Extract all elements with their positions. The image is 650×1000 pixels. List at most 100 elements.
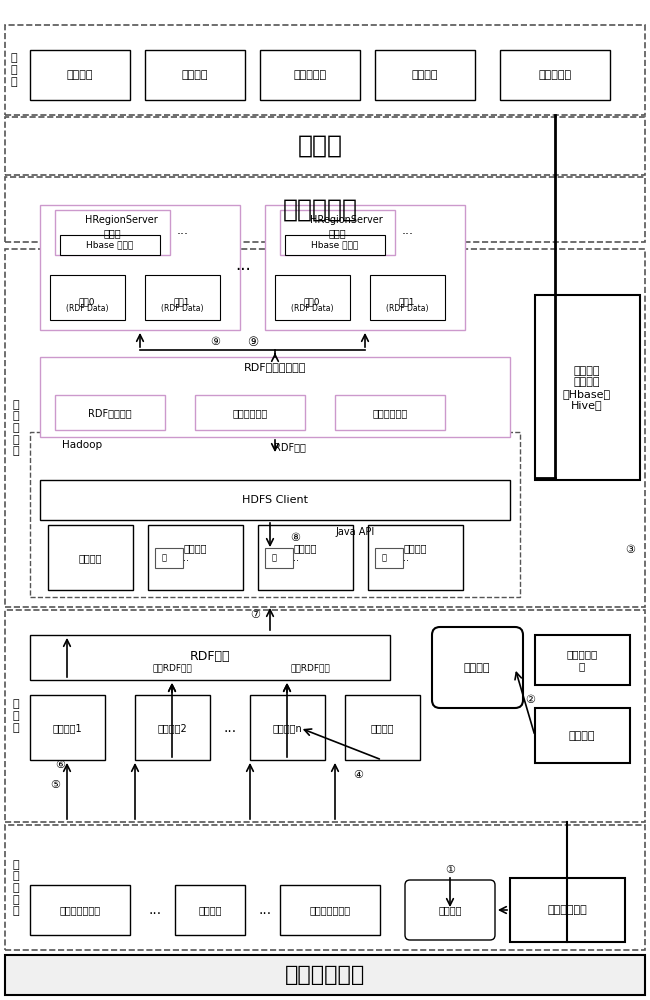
Bar: [40, 205, 240, 330]
Text: 动静态数据关系: 动静态数据关系: [59, 905, 101, 915]
Text: 输出RDF数据: 输出RDF数据: [152, 664, 192, 672]
Text: (RDF Data): (RDF Data): [385, 304, 428, 312]
Bar: [50, 275, 125, 320]
Bar: [145, 275, 220, 320]
Text: RDF数据: RDF数据: [190, 650, 230, 664]
Text: ⑤: ⑤: [50, 780, 60, 790]
Text: ⑨: ⑨: [248, 336, 259, 349]
Text: 数据节点: 数据节点: [293, 543, 317, 553]
Text: ...: ...: [148, 903, 162, 917]
Bar: [48, 525, 133, 590]
Text: RDF数据映射模块: RDF数据映射模块: [244, 362, 306, 372]
Bar: [510, 878, 625, 942]
Bar: [5, 955, 645, 995]
Bar: [55, 395, 165, 430]
Bar: [30, 432, 520, 597]
Text: 映射引擎n: 映射引擎n: [272, 723, 302, 733]
Bar: [60, 235, 160, 255]
Bar: [345, 695, 420, 760]
Text: 区域0: 区域0: [304, 298, 320, 306]
Text: 语义层: 语义层: [298, 134, 343, 158]
Bar: [250, 695, 325, 760]
Bar: [335, 395, 445, 430]
Text: 静态数据: 静态数据: [198, 905, 222, 915]
Text: 领域模型: 领域模型: [569, 731, 595, 741]
Text: 区域1: 区域1: [398, 298, 415, 306]
Bar: [30, 635, 390, 680]
Text: 脆弱点识别: 脆弱点识别: [293, 70, 326, 80]
Text: 数据存储模式: 数据存储模式: [372, 408, 408, 418]
Text: 块: 块: [272, 554, 276, 562]
Bar: [155, 548, 183, 568]
Text: ⑨: ⑨: [210, 337, 220, 347]
Bar: [285, 235, 385, 255]
Text: 映射文件: 映射文件: [370, 723, 394, 733]
Bar: [258, 525, 353, 590]
Bar: [280, 885, 380, 935]
Text: HRegionServer: HRegionServer: [310, 215, 383, 225]
Text: 监视器: 监视器: [328, 228, 346, 238]
Bar: [500, 50, 610, 100]
Text: ③: ③: [625, 545, 635, 555]
Text: HDFS Client: HDFS Client: [242, 495, 308, 505]
FancyBboxPatch shape: [405, 880, 495, 940]
Text: (RDF Data): (RDF Data): [161, 304, 203, 312]
Text: 监视器: 监视器: [103, 228, 121, 238]
Text: ④: ④: [353, 770, 363, 780]
Text: 本体模型: 本体模型: [463, 663, 490, 673]
Text: 输出RDF数据: 输出RDF数据: [290, 664, 330, 672]
Text: (RDF Data): (RDF Data): [291, 304, 333, 312]
Text: 映射引擎1: 映射引擎1: [52, 723, 82, 733]
Bar: [275, 275, 350, 320]
Bar: [260, 50, 360, 100]
Text: 数
据
存
储
层: 数 据 存 储 层: [13, 400, 20, 456]
Bar: [5, 610, 645, 822]
Text: ①: ①: [445, 865, 455, 875]
Text: 数据分析层: 数据分析层: [283, 198, 358, 222]
Bar: [265, 548, 293, 568]
Bar: [175, 885, 245, 935]
Text: ..: ..: [403, 553, 409, 563]
Bar: [535, 708, 630, 763]
Text: 本体更新端: 本体更新端: [538, 70, 571, 80]
Text: ...: ...: [177, 224, 189, 236]
Text: 块: 块: [161, 554, 166, 562]
Bar: [5, 177, 645, 242]
Bar: [145, 50, 245, 100]
Text: RDF数据: RDF数据: [274, 442, 306, 452]
Text: Hbase 过滤器: Hbase 过滤器: [311, 240, 359, 249]
Bar: [535, 295, 640, 480]
Text: ..: ..: [293, 553, 299, 563]
Text: ..: ..: [183, 553, 189, 563]
Text: 数据映射模型: 数据映射模型: [233, 408, 268, 418]
Bar: [195, 395, 305, 430]
Text: 数据节点: 数据节点: [403, 543, 427, 553]
Bar: [370, 275, 445, 320]
Text: Hadoop: Hadoop: [62, 440, 102, 450]
Text: ②: ②: [525, 695, 535, 705]
Bar: [5, 825, 645, 950]
Bar: [148, 525, 243, 590]
Text: 区域1: 区域1: [174, 298, 190, 306]
Text: 本体更新接
口: 本体更新接 口: [566, 649, 597, 671]
Bar: [265, 205, 465, 330]
Text: 区域0: 区域0: [79, 298, 96, 306]
Text: 知识发现: 知识发现: [411, 70, 438, 80]
Text: 应
用
层: 应 用 层: [10, 53, 18, 87]
Text: 动态数据
存储模块
（Hbase和
Hive）: 动态数据 存储模块 （Hbase和 Hive）: [563, 366, 611, 410]
Text: 数据节点: 数据节点: [183, 543, 207, 553]
Bar: [375, 548, 403, 568]
Text: ⑥: ⑥: [55, 760, 65, 770]
Bar: [40, 357, 510, 437]
Text: 动态数据: 动态数据: [438, 905, 462, 915]
Text: Java API: Java API: [335, 527, 374, 537]
Bar: [55, 210, 170, 255]
Bar: [535, 635, 630, 685]
Text: (RDF Data): (RDF Data): [66, 304, 109, 312]
Text: 数据查询: 数据查询: [67, 70, 93, 80]
Text: 数
据
采
集
层: 数 据 采 集 层: [13, 860, 20, 916]
Text: 名称节点: 名称节点: [78, 553, 102, 563]
Text: 本
体
层: 本 体 层: [13, 699, 20, 733]
Bar: [280, 210, 395, 255]
Text: 块: 块: [382, 554, 387, 562]
